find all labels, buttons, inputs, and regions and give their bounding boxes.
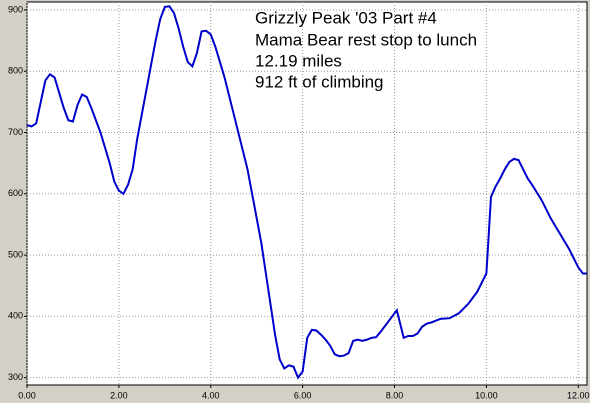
x-tick-label: 2.00: [110, 390, 128, 400]
annotation: 912 ft of climbing: [255, 72, 384, 91]
y-tick-label: 800: [8, 66, 23, 76]
y-tick-label: 600: [8, 188, 23, 198]
x-tick-label: 10.00: [475, 390, 498, 400]
y-tick-label: 300: [8, 372, 23, 382]
y-tick-label: 900: [8, 4, 23, 14]
annotation: 12.19 miles: [255, 51, 342, 70]
x-tick-label: 4.00: [202, 390, 220, 400]
x-tick-label: 12.00: [567, 390, 590, 400]
annotation: Mama Bear rest stop to lunch: [255, 30, 477, 49]
elevation-line: [26, 5, 587, 380]
y-tick-label: 400: [8, 311, 23, 321]
x-tick-label: 0.00: [18, 390, 36, 400]
y-tick-label: 500: [8, 249, 23, 259]
x-tick-label: 8.00: [386, 390, 404, 400]
y-tick-label: 700: [8, 127, 23, 137]
x-tick-label: 6.00: [294, 390, 312, 400]
chart-title: Grizzly Peak '03 Part #4: [255, 8, 437, 27]
